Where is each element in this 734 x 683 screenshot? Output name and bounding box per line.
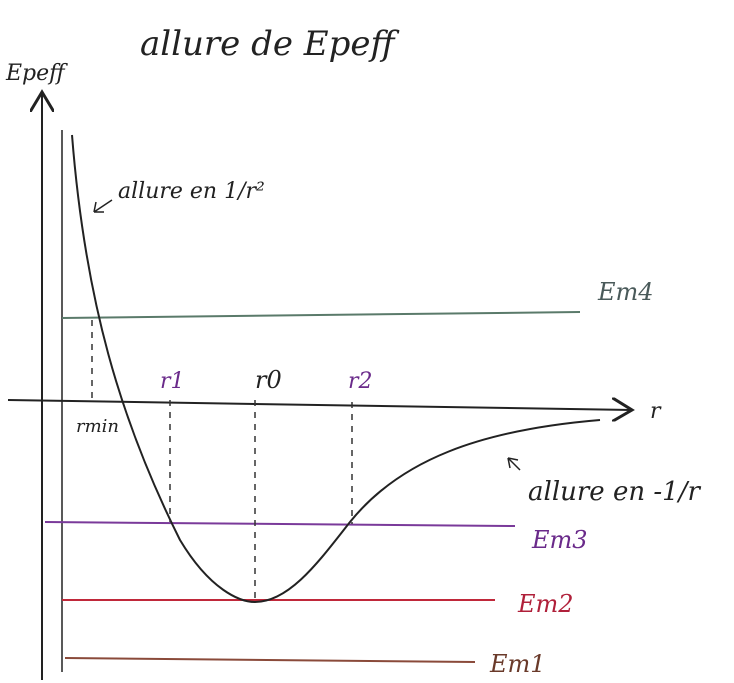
potential-curve [72, 135, 600, 602]
y-label: Epeff [5, 61, 68, 86]
x-label: r [650, 399, 662, 424]
r2-label: r2 [348, 369, 373, 394]
r0-label: r0 [255, 366, 282, 394]
r1-label: r1 [160, 369, 185, 394]
x-axis [8, 400, 632, 410]
rmin-label: rmin [76, 416, 119, 437]
em3-label: Em3 [531, 526, 588, 554]
em3-line [45, 522, 515, 526]
near-annotation: allure en 1/r² [118, 179, 265, 204]
em4-line [62, 312, 580, 318]
far-annotation: allure en -1/r [528, 477, 701, 507]
em1-line [65, 658, 475, 662]
em1-label: Em1 [489, 650, 546, 678]
diagram: allure de Epeff Epeff r Em4 Em3 Em2 Em1 … [0, 0, 734, 683]
title: allure de Epeff [140, 24, 399, 64]
em2-label: Em2 [517, 590, 574, 618]
em4-label: Em4 [597, 278, 654, 306]
near-arrow [94, 200, 112, 212]
far-arrow [508, 458, 520, 470]
